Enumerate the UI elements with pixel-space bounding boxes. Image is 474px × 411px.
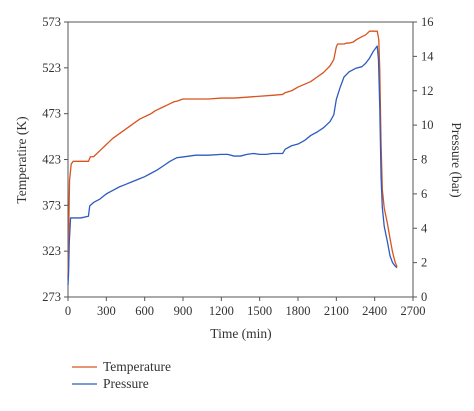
y-tick-label: 573 bbox=[42, 15, 61, 29]
y2-tick-label: 10 bbox=[421, 118, 434, 132]
axis-titles: Time (min) Temperatire (K) Pressure (bar… bbox=[14, 116, 464, 341]
legend-label-pressure: Pressure bbox=[103, 376, 149, 391]
x-tick-label: 2700 bbox=[401, 304, 426, 318]
x-tick-label: 300 bbox=[97, 304, 116, 318]
y2-tick-label: 8 bbox=[421, 153, 427, 167]
axes: 0 300 600 900 1200 1500 1800 2100 2400 2700273323… bbox=[42, 15, 434, 318]
y2-tick-label: 6 bbox=[421, 187, 427, 201]
x-tick-label: 1500 bbox=[247, 304, 272, 318]
y-tick-label: 273 bbox=[42, 290, 61, 304]
x-tick-label: 600 bbox=[135, 304, 154, 318]
x-tick-label: 1200 bbox=[209, 304, 234, 318]
x-axis-title: Time (min) bbox=[210, 326, 271, 341]
y-tick-label: 473 bbox=[42, 107, 61, 121]
y2-tick-label: 14 bbox=[421, 49, 434, 63]
x-tick-label: 900 bbox=[174, 304, 193, 318]
y-tick-label: 523 bbox=[42, 61, 61, 75]
y2-tick-label: 12 bbox=[421, 84, 434, 98]
legend: Temperature Pressure bbox=[72, 359, 171, 391]
series-lines bbox=[67, 30, 398, 286]
x-tick-label: 2400 bbox=[362, 304, 387, 318]
y2-axis-title: Pressure (bar) bbox=[449, 122, 464, 197]
y2-tick-label: 2 bbox=[421, 256, 427, 270]
y-tick-label: 323 bbox=[42, 244, 61, 258]
y-axis-title: Temperatire (K) bbox=[14, 116, 29, 203]
y-tick-label: 423 bbox=[42, 153, 61, 167]
x-tick-label: 1800 bbox=[286, 304, 311, 318]
legend-label-temperature: Temperature bbox=[103, 359, 171, 374]
y2-tick-label: 4 bbox=[421, 221, 428, 235]
y2-tick-label: 16 bbox=[421, 15, 434, 29]
plot-frame bbox=[67, 21, 414, 298]
series-line-pressure bbox=[67, 45, 398, 286]
x-tick-label: 0 bbox=[65, 304, 71, 318]
y2-tick-label: 0 bbox=[421, 290, 427, 304]
series-line-temperature bbox=[67, 30, 398, 280]
y-tick-label: 373 bbox=[42, 198, 61, 212]
x-tick-label: 2100 bbox=[324, 304, 349, 318]
